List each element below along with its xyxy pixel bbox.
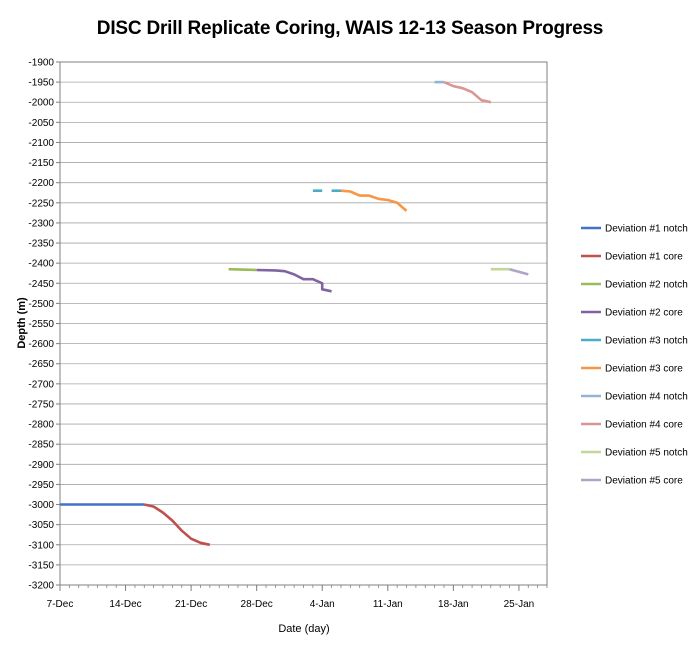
series-line [443,80,492,104]
x-tick-label: 7-Dec [47,599,74,610]
legend-label: Deviation #4 core [605,420,683,431]
y-tick-label: -2850 [28,440,54,451]
y-tick-label: -2950 [28,480,54,491]
y-tick-label: -2300 [28,218,54,229]
legend-label: Deviation #5 core [605,476,683,487]
y-tick-label: -3200 [28,581,54,592]
y-tick-label: -2700 [28,379,54,390]
chart-title: DISC Drill Replicate Coring, WAIS 12-13 … [96,18,604,39]
y-axis-label: Depth (m) [16,297,28,349]
series-line [340,189,408,212]
y-tick-label: -2900 [28,460,54,471]
x-tick-label: 14-Dec [109,599,141,610]
grid-lines [60,61,547,586]
legend-label: Deviation #3 notch [605,336,688,347]
y-tick-label: -2500 [28,299,54,310]
y-tick-label: -2250 [28,198,54,209]
y-tick-label: -2150 [28,158,54,169]
y-tick-label: -3050 [28,520,54,531]
x-tick-label: 4-Jan [310,599,335,610]
y-tick-label: -2450 [28,279,54,290]
series-line [144,503,211,547]
y-tick-label: -2400 [28,259,54,270]
y-tick-label: -2750 [28,399,54,410]
y-tick-label: -2600 [28,339,54,350]
x-tick-label: 28-Dec [241,599,273,610]
y-tick-label: -3150 [28,560,54,571]
y-tick-label: -2800 [28,420,54,431]
legend-label: Deviation #2 core [605,308,683,319]
y-tick-label: -2650 [28,359,54,370]
y-tick-label: -2100 [28,138,54,149]
legend-label: Deviation #2 notch [605,280,688,291]
x-axis-label: Date (day) [278,623,329,635]
y-tick-label: -2200 [28,178,54,189]
y-tick-label: -2050 [28,118,54,129]
series-line [228,267,257,272]
legend-label: Deviation #5 notch [605,448,688,459]
y-tick-label: -2350 [28,239,54,250]
series-line [509,267,529,276]
legend-label: Deviation #4 notch [605,392,688,403]
legend-label: Deviation #3 core [605,364,683,375]
y-tick-label: -2000 [28,98,54,109]
legend: Deviation #1 notch Deviation #1 core Devia… [581,224,688,487]
series-lines [60,80,529,547]
y-tick-label: -3100 [28,540,54,551]
x-tick-label: 25-Jan [504,599,535,610]
y-tick-label: -2550 [28,319,54,330]
legend-label: Deviation #1 notch [605,224,688,235]
x-tick-label: 11-Jan [373,599,403,610]
y-tick-label: -3000 [28,500,54,511]
series-line [256,268,332,293]
x-tick-label: 18-Jan [438,599,469,610]
y-tick-label: -1950 [28,78,54,89]
axes: -3200 -3150 -3100 -3050 -3000 -2950 -2900 -2850… [28,58,548,610]
legend-label: Deviation #1 core [605,252,683,263]
x-tick-label: 21-Dec [175,599,207,610]
y-tick-label: -1900 [28,58,54,69]
